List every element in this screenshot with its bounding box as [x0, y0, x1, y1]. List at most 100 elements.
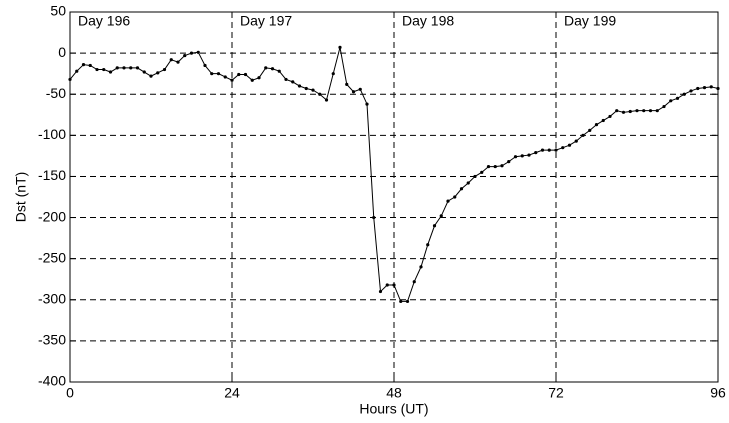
data-point — [702, 86, 707, 90]
annotation: Day 196 — [78, 13, 130, 29]
x-axis-label: Hours (UT) — [359, 401, 428, 417]
data-point — [540, 148, 545, 152]
data-point — [608, 114, 612, 119]
data-point — [95, 67, 99, 72]
data-point — [277, 69, 281, 73]
data-point — [196, 50, 200, 54]
data-point — [169, 58, 173, 62]
data-point — [601, 118, 605, 123]
data-point — [432, 224, 437, 228]
data-point — [507, 160, 511, 164]
y-tick-label: 50 — [50, 3, 66, 19]
plot-frame — [69, 11, 719, 383]
data-point — [392, 283, 396, 287]
data-point — [682, 92, 686, 96]
x-tick-label: 24 — [224, 385, 240, 401]
data-point — [385, 283, 389, 287]
data-point — [493, 164, 497, 169]
data-point — [567, 143, 572, 147]
y-tick-label: -300 — [38, 290, 66, 306]
y-tick-label: -150 — [38, 167, 66, 183]
annotation: Day 199 — [564, 13, 616, 29]
data-point — [675, 96, 680, 100]
data-point — [230, 78, 234, 82]
data-point — [243, 72, 248, 77]
data-point — [561, 146, 565, 150]
x-tick-label: 72 — [548, 385, 564, 401]
data-point — [466, 181, 470, 185]
y-tick-label: -50 — [46, 85, 66, 101]
y-tick-label: -250 — [38, 249, 66, 265]
data-point — [331, 72, 335, 76]
data-point — [459, 187, 464, 191]
data-point — [412, 280, 416, 284]
data-point — [520, 154, 524, 158]
y-tick-label: -100 — [38, 126, 66, 142]
data-point — [628, 109, 632, 114]
data-point — [709, 85, 713, 89]
x-tick-label: 96 — [710, 385, 726, 401]
data-point — [534, 151, 538, 155]
data-point — [621, 110, 626, 114]
data-point — [115, 66, 119, 70]
data-point — [223, 75, 227, 79]
data-point — [662, 104, 666, 109]
data-point — [68, 77, 72, 82]
data-point — [547, 148, 551, 152]
data-point — [419, 265, 423, 269]
data-point — [162, 67, 167, 72]
data-point — [365, 102, 369, 106]
data-point — [473, 174, 477, 179]
data-point — [156, 71, 160, 75]
data-point — [102, 67, 106, 72]
data-point — [635, 109, 639, 113]
data-point — [642, 109, 646, 113]
data-point — [588, 128, 592, 132]
y-tick-label: -350 — [38, 332, 66, 348]
data-point — [88, 63, 92, 68]
data-point — [480, 170, 484, 174]
data-point — [284, 77, 288, 82]
data-point — [75, 69, 79, 73]
data-point — [426, 243, 430, 247]
y-tick-label: -400 — [38, 373, 66, 389]
data-point — [345, 82, 349, 86]
data-point — [378, 289, 383, 294]
data-point — [581, 133, 585, 137]
data-point — [237, 72, 241, 77]
data-point — [338, 45, 342, 49]
data-point — [615, 109, 619, 113]
data-point — [304, 86, 308, 91]
data-point — [108, 70, 113, 74]
data-point — [203, 63, 207, 68]
annotation: Day 197 — [240, 13, 292, 29]
data-point — [655, 109, 659, 113]
data-point — [264, 66, 268, 70]
data-point — [122, 66, 126, 70]
data-point — [351, 90, 356, 94]
data-point — [318, 92, 322, 96]
y-tick-label: -200 — [38, 208, 66, 224]
data-point — [257, 76, 261, 80]
data-point — [129, 66, 133, 70]
data-point — [716, 86, 720, 91]
data-point — [324, 98, 329, 102]
annotation: Day 198 — [402, 13, 454, 29]
data-point — [250, 78, 254, 82]
data-point — [311, 88, 315, 92]
data-point — [513, 155, 518, 159]
y-axis-label: Dst (nT) — [13, 172, 29, 223]
data-point — [358, 87, 362, 91]
data-point — [453, 195, 457, 199]
data-point — [648, 109, 653, 113]
data-point — [689, 89, 693, 93]
x-tick-label: 0 — [66, 385, 74, 401]
data-point — [527, 153, 531, 157]
data-point — [486, 164, 491, 169]
data-point — [149, 74, 153, 78]
data-point — [216, 72, 221, 76]
data-point — [574, 139, 578, 143]
data-point — [500, 164, 504, 168]
data-point — [405, 299, 410, 304]
